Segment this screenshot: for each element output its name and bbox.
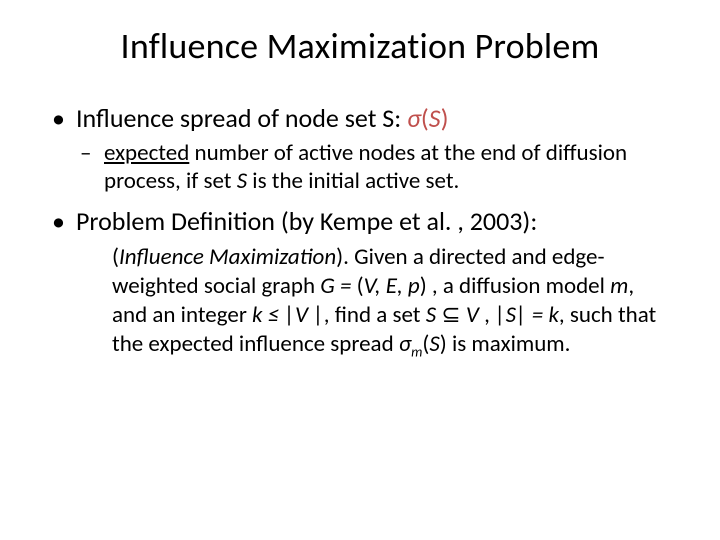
def-VEp: V, E, p [364,272,420,300]
def-k-le: k ≤ [252,301,284,329]
def-paren2c: ) [440,330,452,358]
def-open-paren: ( [112,243,119,271]
def-t3: ) , a diffusion model [420,272,610,300]
def-tail: is maximum. [452,330,571,358]
sigma-arg-S: S [429,102,441,134]
bullet-list: Influence spread of node set S: σ(S) exp… [50,102,670,239]
slide-container: { "colors": { "background": "#ffffff", "… [0,0,720,540]
def-t5: , find a set [324,301,426,329]
def-V2: V [466,301,484,329]
definition-paragraph: (Influence Maximization). Given a direct… [50,243,670,361]
problem-def-text: Problem Definition (by Kempe et al. , 20… [76,205,537,237]
def-m: m [610,272,628,300]
def-absS: |S| [495,301,532,329]
def-absV: |V | [284,301,323,329]
def-close-paren: ). [336,243,354,271]
def-t2: ( [351,272,363,300]
def-influence-maximization: Influence Maximization [119,243,336,271]
def-eqk: = k [532,301,559,329]
def-S1: S [426,301,442,329]
expected-underline: expected [104,139,189,167]
paren-close: ) [441,102,449,134]
def-subset: ⊆ [441,301,465,329]
expected-tail: is the initial active set. [247,167,459,195]
slide-title: Influence Maximization Problem [50,24,670,68]
bullet-influence-spread: Influence spread of node set S: σ(S) [50,102,670,135]
sigma-symbol: σ [407,102,421,134]
def-S2: S [429,330,439,358]
bullet-problem-definition: Problem Definition (by Kempe et al. , 20… [50,205,670,238]
bullet-expected-def: expected number of active nodes at the e… [50,139,670,195]
bullet1-prefix: Influence spread of node set S: [76,102,407,134]
def-G: G = [320,272,351,300]
def-t6: , [484,301,495,329]
def-sub-m: m [411,342,422,360]
def-sigma2: σ [399,330,411,358]
paren-open: ( [421,102,429,134]
expected-S: S [237,167,247,195]
